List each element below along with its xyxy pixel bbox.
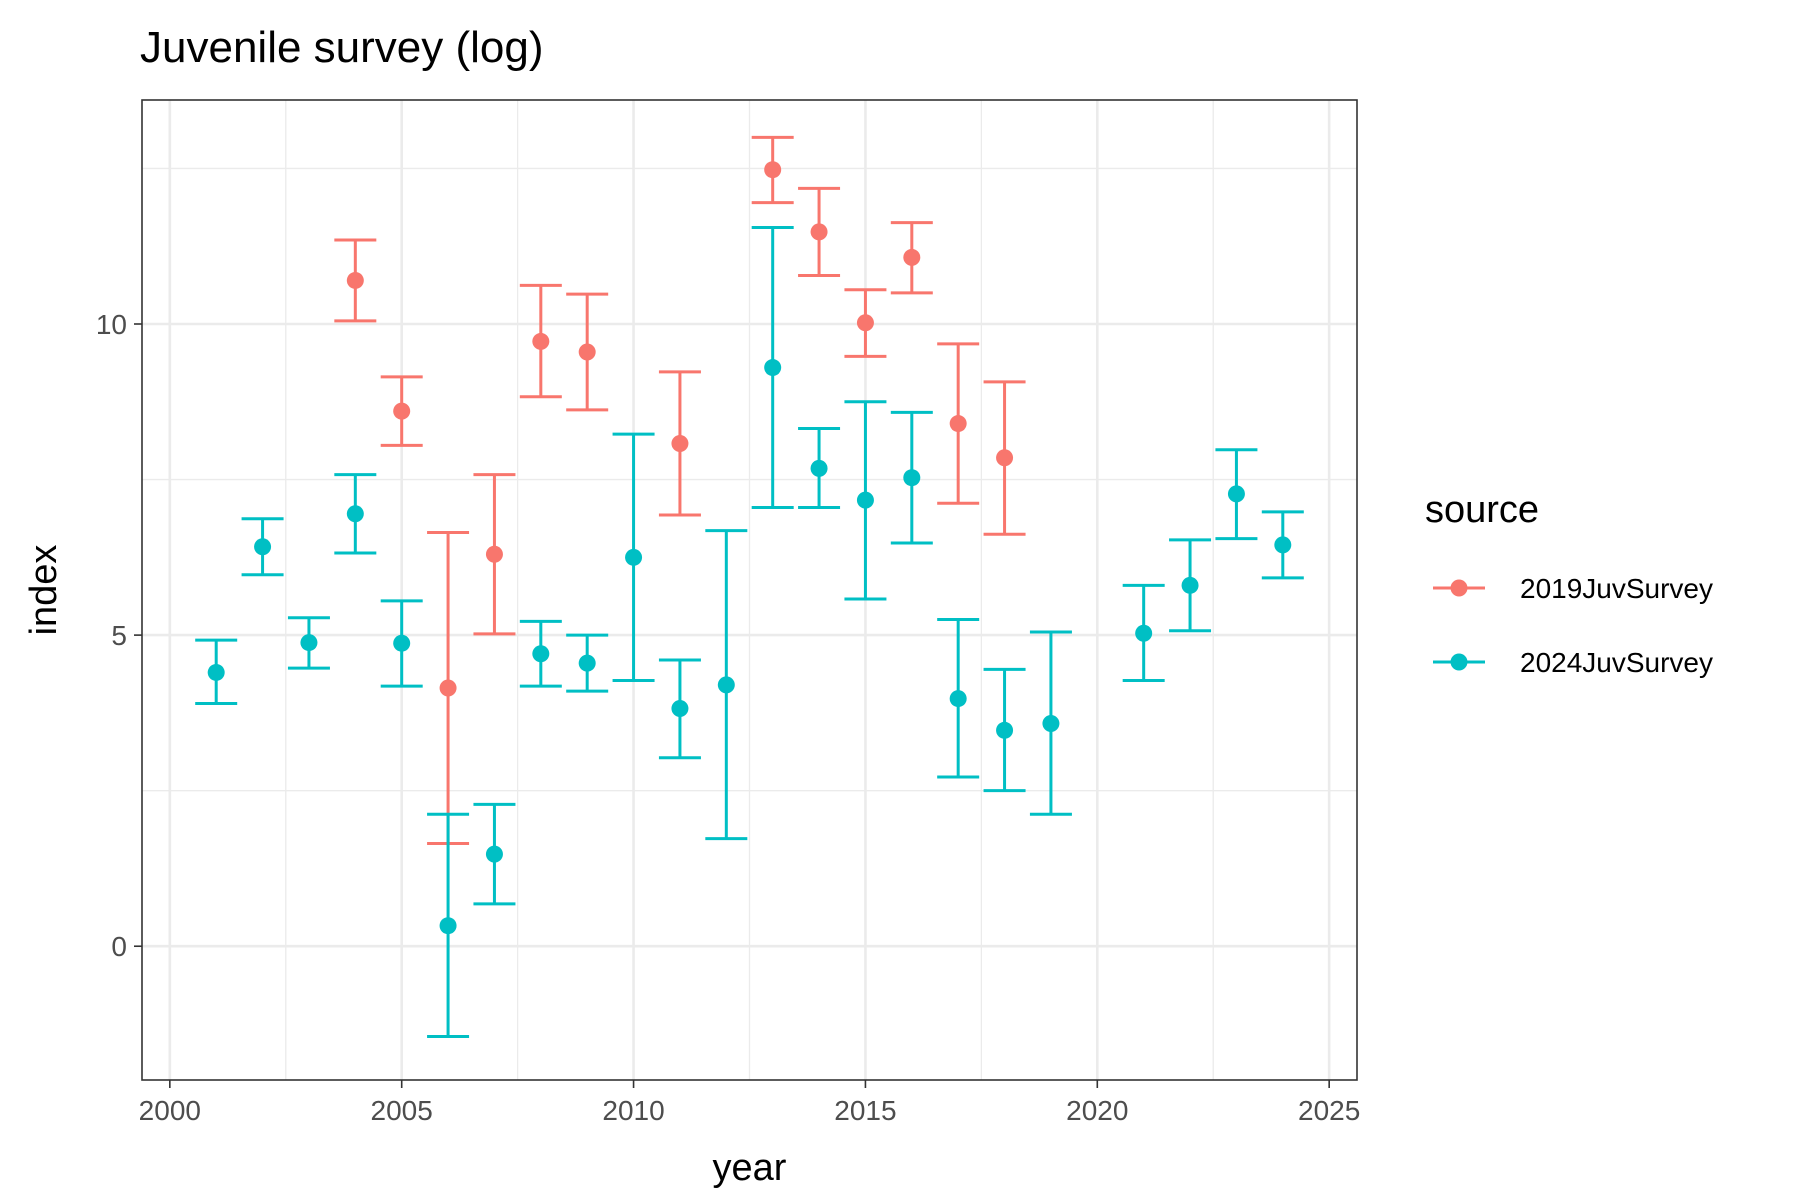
x-tick-label: 2015 <box>834 1095 896 1126</box>
plot-panel-border <box>141 99 1358 1081</box>
legend: source 2019JuvSurvey 2024JuvSurvey <box>1425 489 1713 678</box>
series-2019JuvSurvey <box>334 135 1026 846</box>
legend-item-2024: 2024JuvSurvey <box>1433 647 1713 678</box>
data-point <box>346 271 364 289</box>
x-tick-label: 2000 <box>139 1095 201 1126</box>
data-point <box>949 415 967 433</box>
y-tick-label: 0 <box>111 931 127 962</box>
y-axis: 0 5 10 <box>96 309 142 962</box>
legend-label: 2024JuvSurvey <box>1520 647 1713 678</box>
data-point <box>1274 536 1292 554</box>
series-2024JuvSurvey <box>195 226 1304 1038</box>
data-point <box>810 223 828 241</box>
data-point <box>856 491 874 509</box>
data-point <box>578 654 596 672</box>
x-tick-label: 2005 <box>371 1095 433 1126</box>
data-point <box>810 459 828 477</box>
data-point <box>949 690 967 708</box>
data-point <box>1227 485 1245 503</box>
data-point <box>393 402 411 420</box>
x-axis: 2000 2005 2010 2015 2020 2025 <box>139 1080 1360 1126</box>
data-point <box>439 679 457 697</box>
y-tick-label: 10 <box>96 309 127 340</box>
data-point <box>300 634 318 652</box>
data-point <box>485 845 503 863</box>
x-tick-label: 2020 <box>1066 1095 1128 1126</box>
data-point <box>996 449 1014 467</box>
data-point <box>393 634 411 652</box>
minor-grid <box>142 100 1357 1080</box>
x-tick-label: 2025 <box>1298 1095 1360 1126</box>
x-tick-label: 2010 <box>602 1095 664 1126</box>
legend-label: 2019JuvSurvey <box>1520 573 1713 604</box>
data-marks <box>195 135 1304 1038</box>
data-point <box>996 721 1014 739</box>
data-point <box>1181 576 1199 594</box>
data-point <box>207 663 225 681</box>
data-point <box>625 548 643 566</box>
data-point <box>856 314 874 332</box>
data-point <box>671 700 689 718</box>
data-point <box>903 248 921 266</box>
data-point <box>254 538 272 556</box>
x-axis-title: year <box>713 1147 787 1189</box>
data-point <box>485 545 503 563</box>
data-point <box>1042 714 1060 732</box>
data-point <box>532 332 550 350</box>
legend-key-point <box>1450 579 1468 597</box>
data-point <box>717 676 735 694</box>
data-point <box>764 359 782 377</box>
legend-item-2019: 2019JuvSurvey <box>1433 573 1713 604</box>
legend-title: source <box>1425 489 1539 531</box>
data-point <box>671 434 689 452</box>
data-point <box>903 469 921 487</box>
y-tick-label: 5 <box>111 620 127 651</box>
data-point <box>532 645 550 663</box>
legend-key-point <box>1450 653 1468 671</box>
chart-title: Juvenile survey (log) <box>140 23 544 72</box>
data-point <box>1135 624 1153 642</box>
data-point <box>346 505 364 523</box>
data-point <box>764 161 782 179</box>
data-point <box>578 343 596 361</box>
data-point <box>439 917 457 935</box>
y-axis-title: index <box>23 545 65 636</box>
